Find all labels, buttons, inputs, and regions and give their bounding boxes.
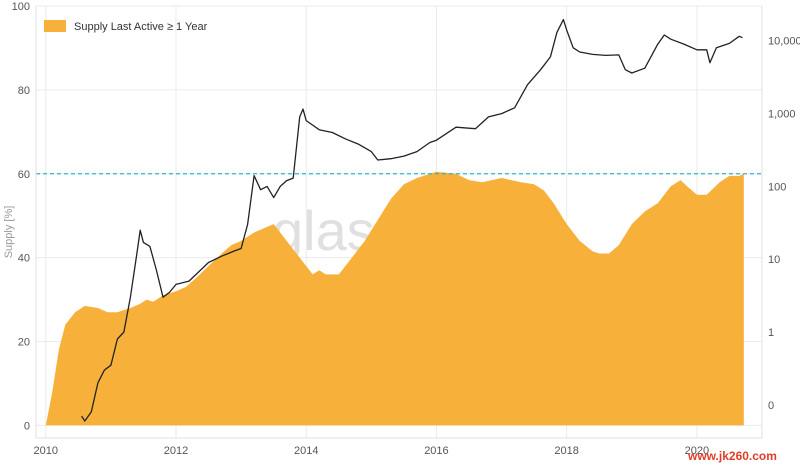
price-line: [81, 18, 743, 422]
y-tick-right-0: 0: [768, 400, 774, 412]
y-tick-right-1,000: 1,000: [768, 109, 796, 121]
x-tick-2014: 2014: [294, 445, 318, 457]
y-tick-right-100: 100: [768, 181, 786, 193]
y-tick-right-10: 10: [768, 254, 780, 266]
y-axis-right: 0 1 10 100 1,000 10,000: [768, 36, 800, 412]
y-tick-left-20: 20: [18, 337, 30, 349]
y-tick-left-0: 0: [24, 420, 30, 432]
y-tick-left-40: 40: [18, 253, 30, 265]
x-axis: 2010 2012 2014 2016 2018 2020: [34, 445, 710, 457]
x-tick-2016: 2016: [424, 445, 448, 457]
corner-text: www.jk260.com: [687, 449, 777, 463]
y-tick-right-1: 1: [768, 327, 774, 339]
y-tick-left-100: 100: [12, 1, 30, 13]
x-tick-2010: 2010: [34, 445, 58, 457]
legend-label: Supply Last Active ≥ 1 Year: [74, 21, 208, 33]
y-tick-right-10,000: 10,000: [768, 36, 800, 48]
y-tick-left-80: 80: [18, 85, 30, 97]
legend: Supply Last Active ≥ 1 Year: [44, 20, 208, 33]
supply-area: [45, 171, 744, 426]
x-tick-2018: 2018: [554, 445, 578, 457]
legend-swatch: [44, 20, 66, 32]
y-axis-label: Supply [%]: [3, 206, 15, 259]
y-axis-left: 0 20 40 60 80 100: [12, 1, 30, 432]
x-tick-2020: 2020: [685, 445, 709, 457]
y-tick-left-60: 60: [18, 169, 30, 181]
x-tick-2012: 2012: [164, 445, 188, 457]
